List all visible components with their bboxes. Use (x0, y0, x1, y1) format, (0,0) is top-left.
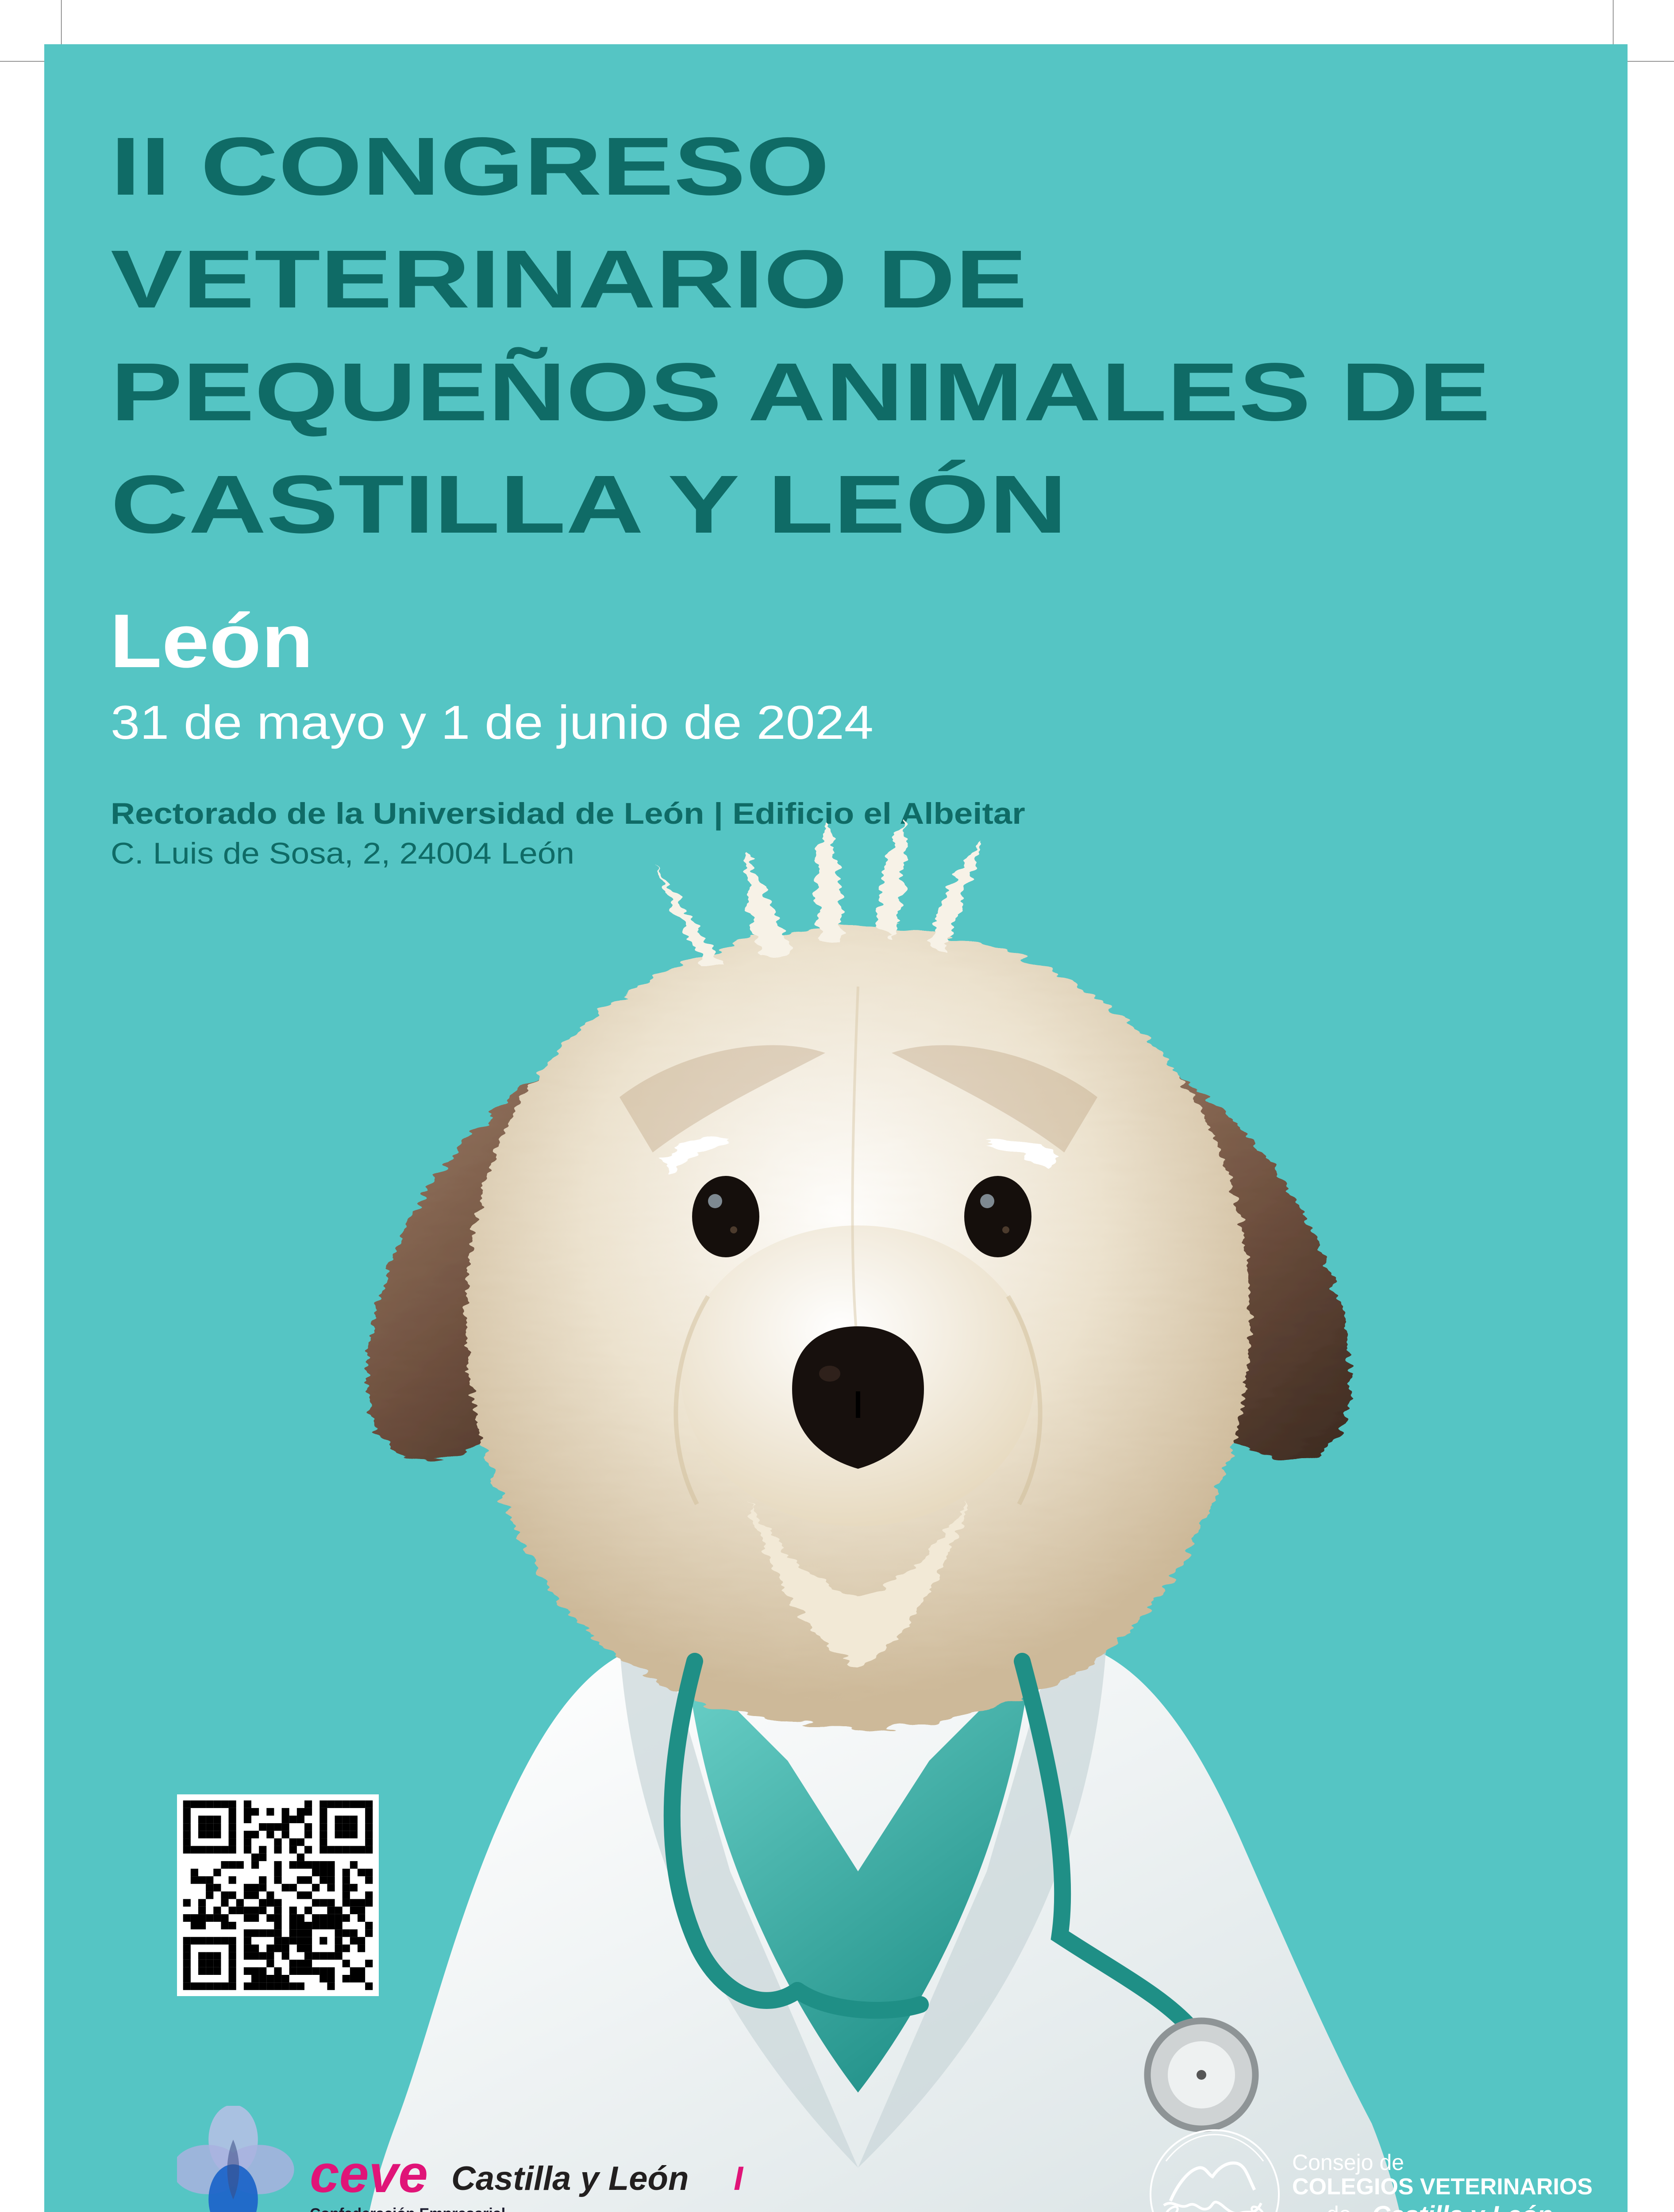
svg-text:ceve: ceve (310, 2144, 428, 2204)
svg-text:de: de (1327, 2202, 1351, 2212)
svg-text:COLEGIOS VETERINARIOS: COLEGIOS VETERINARIOS (1292, 2174, 1593, 2200)
svg-text:I: I (734, 2160, 744, 2197)
svg-text:Consejo de: Consejo de (1292, 2150, 1404, 2175)
svg-text:Castilla y León: Castilla y León (1372, 2201, 1553, 2212)
svg-text:Castilla y León: Castilla y León (451, 2160, 689, 2197)
svg-text:Confederación Empresarial: Confederación Empresarial (310, 2205, 505, 2212)
